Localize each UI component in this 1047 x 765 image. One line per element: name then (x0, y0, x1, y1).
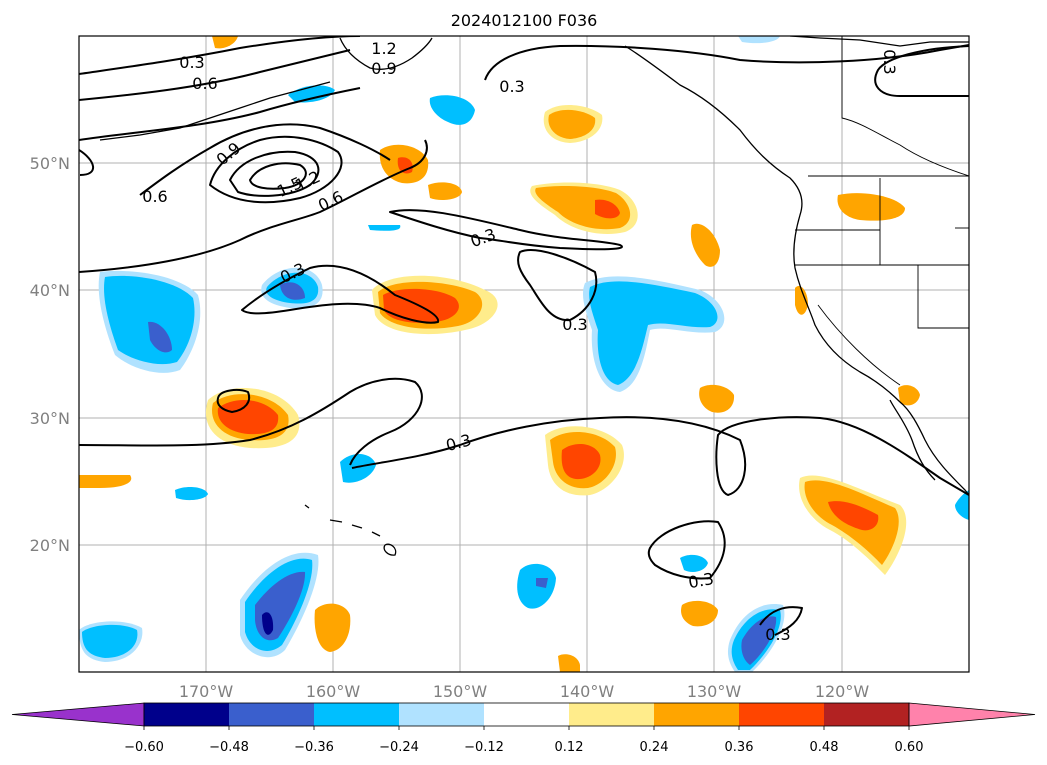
borders (795, 36, 969, 386)
colorbar-extend-low (11, 702, 145, 727)
warm-blob-small-k (795, 285, 808, 315)
cool-blob-west (98, 270, 201, 373)
cool-blob-small-e (340, 454, 376, 483)
colorbar-swatch (399, 703, 484, 726)
cool-blob-small-d-core (536, 578, 548, 588)
contour-label: 0.6 (142, 187, 167, 206)
map-title: 2024012100 F036 (451, 11, 598, 30)
colorbar-swatch (144, 703, 229, 726)
colorbar-tick-label: 0.60 (895, 740, 924, 755)
warm-blob-small-i (79, 475, 132, 488)
contour-label: 0.6 (192, 74, 217, 93)
colorbar-tick-label: −0.12 (464, 740, 504, 755)
cool-blob-south-east (727, 604, 785, 672)
warm-blob-central (545, 426, 624, 496)
colorbar-swatches (11, 702, 1036, 727)
longitude-labels: 170°W 160°W 150°W 140°W 130°W 120°W (179, 682, 870, 701)
contour-label: 0.3 (562, 315, 587, 334)
contour-label: 0.3 (179, 53, 204, 72)
cool-blob-small-h (368, 225, 401, 231)
warm-blob-small-h (314, 603, 351, 652)
contour-label: 0.9 (371, 59, 396, 78)
lon-label: 120°W (815, 682, 870, 701)
colorbar-tick-label: −0.48 (209, 740, 249, 755)
lon-label: 140°W (560, 682, 615, 701)
contour-label: 0.3 (765, 625, 790, 644)
contour-label: 0.3 (499, 77, 524, 96)
colorbar-tick-label: 0.36 (725, 740, 754, 755)
colorbar-tick-label: 0.12 (555, 740, 584, 755)
colorbar-swatch (739, 703, 824, 726)
colorbar-tick-label: 0.48 (810, 740, 839, 755)
cool-blob-small-f (175, 486, 208, 501)
cool-blob-small-d (517, 563, 556, 609)
cool-blob-small-i (738, 36, 780, 44)
warm-blob-small-c (428, 182, 462, 200)
cool-anomaly-shading (79, 36, 969, 672)
cool-blob-small-a (429, 95, 475, 125)
warm-blob-west (205, 388, 300, 449)
colorbar-tick-label: 0.24 (640, 740, 669, 755)
cool-blob-south-west (240, 552, 319, 658)
cool-blob-small-c-core (82, 624, 138, 658)
contour-label: 0.3 (880, 49, 899, 74)
colorbar-swatch (569, 703, 654, 726)
lat-label: 40°N (30, 281, 70, 300)
colorbar-outline (143, 702, 910, 727)
colorbar-ticks: −0.60 −0.48 −0.36 −0.24 −0.12 0.12 0.24 0.36 0.4… (124, 726, 923, 755)
colorbar-swatch (824, 703, 909, 726)
warm-blob-small-g (681, 600, 718, 627)
warm-blob-small-j (898, 385, 920, 406)
colorbar-swatch (229, 703, 314, 726)
colorbar-tick-label: −0.60 (124, 740, 164, 755)
lat-label: 30°N (30, 409, 70, 428)
warm-anomaly-shading (79, 36, 920, 672)
colorbar: −0.60 −0.48 −0.36 −0.24 −0.12 0.12 0.24 0.36 0.4… (11, 702, 1036, 755)
colorbar-tick-label: −0.36 (294, 740, 334, 755)
colorbar-swatch (314, 703, 399, 726)
lon-label: 170°W (179, 682, 234, 701)
map-frame (78, 35, 970, 673)
contour-label: 1.2 (371, 39, 396, 58)
contour-lines (79, 36, 969, 636)
warm-blob-small-m (212, 36, 238, 49)
cool-blob-small-j (955, 490, 969, 520)
lat-label: 50°N (30, 154, 70, 173)
lon-label: 160°W (306, 682, 361, 701)
cool-blob-north (261, 267, 323, 309)
colorbar-swatch (654, 703, 739, 726)
contour-label: 0.3 (687, 569, 715, 592)
warm-blob-small-e (837, 193, 905, 221)
lon-label: 150°W (433, 682, 488, 701)
warm-blob-small-l (558, 654, 580, 672)
lon-label: 130°W (687, 682, 742, 701)
cool-blob-small-g (680, 554, 708, 572)
lat-label: 20°N (30, 536, 70, 555)
warm-blob-small-a-core (548, 109, 596, 139)
colorbar-swatch (484, 703, 569, 726)
warm-blob-north-mid (530, 182, 638, 235)
colorbar-extend-high (908, 702, 1036, 727)
warm-blob-small-f (699, 384, 735, 413)
cool-blob-central (582, 276, 725, 392)
warm-blob-southeast (799, 475, 907, 575)
coastlines (99, 36, 969, 556)
warm-blob-small-d (690, 223, 720, 267)
colorbar-tick-label: −0.24 (379, 740, 419, 755)
map-area: 0.3 0.6 1.2 0.9 0.3 0.3 0.9 0.6 1.5 1.2 … (79, 36, 969, 672)
latitude-labels: 50°N 40°N 30°N 20°N (30, 154, 70, 555)
